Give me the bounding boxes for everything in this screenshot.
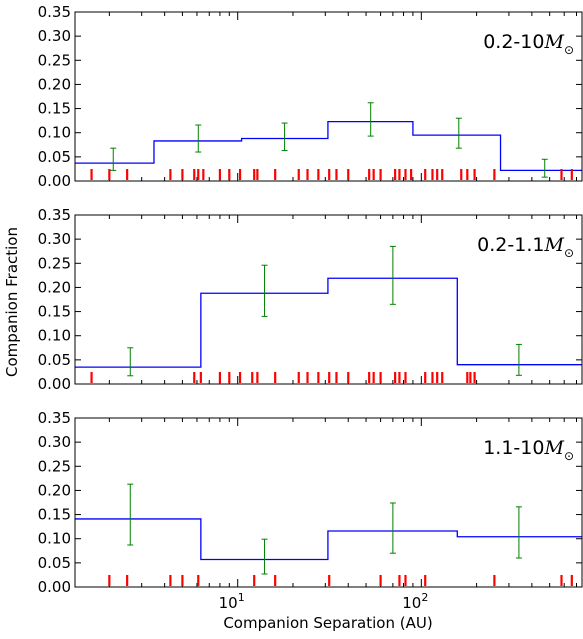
error-bar [110,147,117,171]
panel-label-range: 0.2-1.1 [477,234,544,256]
x-tick-base: 10 [402,594,421,612]
y-axis-title: Companion Fraction [3,227,21,377]
y-tick-label: 0.00 [38,172,71,190]
error-bar [389,502,396,554]
y-tick-label: 0.10 [38,124,71,142]
panel-label-sun-symbol: ⊙ [564,43,574,57]
histogram-step-line [75,120,582,172]
error-bar [515,343,522,376]
y-tick-label: 0.05 [38,554,71,572]
panel-label-mass-symbol: M [543,31,564,53]
axes-frame [74,417,583,588]
y-tick-label: 0.15 [38,506,71,524]
x-tick-exponent: 1 [238,591,245,604]
histogram-step-line [75,277,582,368]
y-tick-label: 0.00 [38,375,71,393]
error-bar [515,506,522,559]
y-tick-label: 0.25 [38,457,71,475]
y-tick-label: 0.05 [38,351,71,369]
error-bar [389,245,396,305]
panel-label-range: 1.1-10 [483,437,544,459]
error-bar [541,158,548,178]
panel-label: 0.2-1.1M⊙ [477,234,574,260]
x-tick-exponent: 2 [421,591,428,604]
error-bar [195,124,202,153]
histogram-step-line [75,518,582,561]
y-tick-label: 0.15 [38,303,71,321]
y-tick-label: 0.00 [38,578,71,596]
y-tick-label: 0.10 [38,530,71,548]
y-tick-label: 0.30 [38,27,71,45]
y-tick-label: 0.15 [38,100,71,118]
error-bar [261,538,268,575]
y-tick-label: 0.25 [38,254,71,272]
axes-frame [74,11,583,182]
error-bar [281,122,288,152]
y-tick-label: 0.30 [38,433,71,451]
panel-label-sun-symbol: ⊙ [564,246,574,260]
y-tick-label: 0.10 [38,327,71,345]
error-bar [261,264,268,317]
y-tick-label: 0.05 [38,148,71,166]
error-bar [367,102,374,137]
panel-3: 0.00 0.05 0.10 0.15 0.20 0.25 0.30 0.35 1.1-10M⊙… [38,409,583,612]
x-tick-label: 101 [219,591,245,612]
error-bar [127,347,134,377]
y-tick-label: 0.35 [38,3,71,21]
axes-frame [74,214,583,385]
panel-label-mass-symbol: M [543,437,564,459]
y-tick-label: 0.30 [38,230,71,248]
y-tick-label: 0.25 [38,51,71,69]
y-tick-label: 0.20 [38,278,71,296]
error-bar [127,483,134,546]
x-tick-label: 102 [402,591,428,612]
x-tick-base: 10 [219,594,238,612]
panel-label-sun-symbol: ⊙ [564,449,574,463]
panel-label: 0.2-10M⊙ [483,31,574,57]
panel-label-mass-symbol: M [543,234,564,256]
y-tick-label: 0.20 [38,75,71,93]
y-tick-label: 0.35 [38,206,71,224]
y-tick-label: 0.35 [38,409,71,427]
panel-2: 0.00 0.05 0.10 0.15 0.20 0.25 0.30 0.35 0.2-1.1M… [38,206,583,393]
panel-label-range: 0.2-10 [483,31,544,53]
panel-label: 1.1-10M⊙ [483,437,574,463]
y-tick-label: 0.20 [38,481,71,499]
error-bar [455,117,462,149]
panel-1: 0.00 0.05 0.10 0.15 0.20 0.25 0.30 0.35 0.2-10M⊙ [38,3,583,190]
x-axis-title: Companion Separation (AU) [223,614,432,632]
